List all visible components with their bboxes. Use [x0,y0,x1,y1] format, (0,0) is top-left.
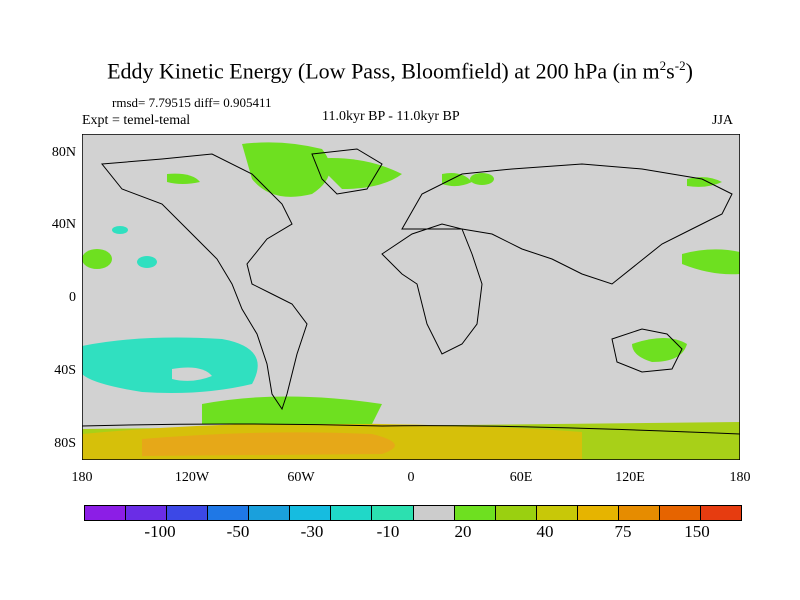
colorbar-label: -10 [376,522,400,541]
x-tick-label: 180 [71,470,93,485]
colorbar-swatch [249,506,291,520]
colorbar-swatch [331,506,373,520]
colorbar-label: -30 [300,522,324,541]
stats-label: rmsd= 7.79515 diff= 0.905411 [112,95,272,110]
colorbar-label: -50 [226,522,250,541]
colorbar-swatch [700,506,741,520]
anomaly-regions [82,142,740,460]
season-label: JJA [712,113,734,128]
y-tick-label: 80N [51,145,76,160]
colorbar-swatch [208,506,250,520]
colorbar-label: 20 [454,522,472,541]
colorbar-swatch [454,506,496,520]
map-plot [82,134,740,460]
y-tick-label: 80S [54,436,76,451]
y-tick-label: 0 [69,290,76,305]
colorbar-swatch [290,506,332,520]
x-tick-label: 180 [729,470,751,485]
x-tick-label: 120W [174,470,210,485]
colorbar-swatch [167,506,209,520]
y-tick-label: 40S [54,363,76,378]
colorbar-swatch [495,506,537,520]
colorbar-swatch [659,506,701,520]
x-tick-label: 0 [407,470,415,485]
y-tick-label: 40N [51,217,76,232]
coastlines [82,148,740,435]
colorbar-swatch [85,506,127,520]
colorbar-swatch [577,506,619,520]
x-tick-label: 60W [287,470,315,485]
colorbar-swatch [413,506,455,520]
colorbar [84,505,742,521]
colorbar-label: -100 [144,522,176,541]
figure-title: Eddy Kinetic Energy (Low Pass, Bloomfiel… [107,58,693,84]
colorbar-swatch [536,506,578,520]
x-tick-label: 120E [615,470,645,485]
colorbar-label: 40 [536,522,554,541]
map-background [82,134,740,460]
experiment-label: Expt = temel-temal [82,113,191,128]
colorbar-label: 150 [684,522,710,541]
x-tick-label: 60E [509,470,533,485]
colorbar-swatch [372,506,414,520]
colorbar-swatch [618,506,660,520]
colorbar-swatch [126,506,168,520]
period-label: 11.0kyr BP - 11.0kyr BP [322,109,460,124]
colorbar-label: 75 [614,522,632,541]
